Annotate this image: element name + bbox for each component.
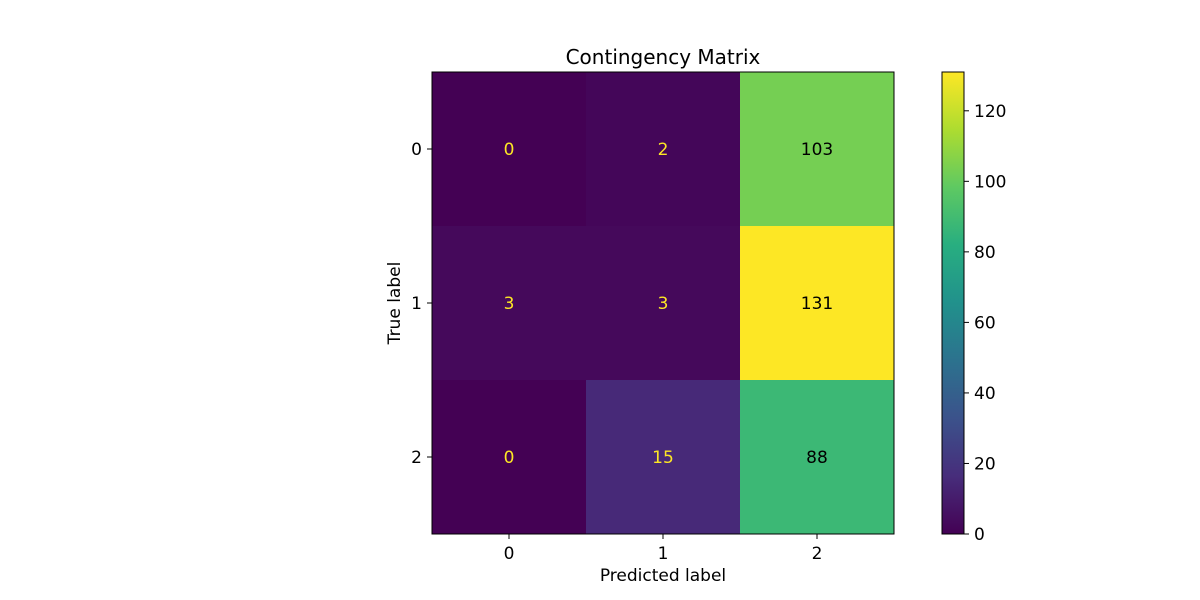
cell-value-label: 131 (801, 294, 833, 314)
x-axis-label: Predicted label (600, 566, 726, 586)
cell-value-label: 88 (806, 448, 828, 468)
heatmap-cell-2-1 (586, 380, 741, 535)
colorbar-tick-label: 20 (974, 454, 996, 474)
chart-title: Contingency Matrix (566, 45, 761, 69)
cell-value-label: 2 (658, 140, 669, 160)
y-axis-ticks: 0 1 2 (411, 140, 432, 468)
cell-value-label: 0 (504, 448, 515, 468)
cell-value-label: 103 (801, 140, 833, 160)
cell-value-label: 0 (504, 140, 515, 160)
x-tick-label: 0 (504, 544, 515, 564)
x-tick-label: 1 (658, 544, 669, 564)
colorbar-tick-label: 40 (974, 384, 996, 404)
colorbar-tick-label: 0 (974, 525, 985, 545)
colorbar-tick-label: 120 (974, 102, 1006, 122)
heatmap-cell-1-2 (740, 226, 895, 381)
heatmap-cell-0-1 (586, 72, 741, 227)
heatmap-cell-labels: 0 2 103 3 3 131 0 15 88 (504, 140, 834, 468)
heatmap-cell-0-2 (740, 72, 895, 227)
y-tick-label: 0 (411, 140, 422, 160)
heatmap-cells (432, 72, 895, 535)
heatmap-cell-2-2 (740, 380, 895, 535)
y-axis-label: True label (385, 262, 405, 346)
heatmap-cell-2-0 (432, 380, 587, 535)
heatmap-cell-1-1 (586, 226, 741, 381)
colorbar-tick-label: 80 (974, 243, 996, 263)
heatmap-cell-1-0 (432, 226, 587, 381)
cell-value-label: 3 (504, 294, 515, 314)
colorbar-tick-label: 60 (974, 313, 996, 333)
cell-value-label: 15 (652, 448, 674, 468)
colorbar-ticks: 0 20 40 60 80 100 120 (964, 102, 1006, 545)
heatmap-cell-0-0 (432, 72, 587, 227)
y-tick-label: 2 (411, 448, 422, 468)
x-tick-label: 2 (812, 544, 823, 564)
cell-value-label: 3 (658, 294, 669, 314)
colorbar (941, 71, 965, 535)
x-axis-ticks: 0 1 2 (504, 534, 823, 564)
y-tick-label: 1 (411, 294, 422, 314)
colorbar-tick-label: 100 (974, 172, 1006, 192)
